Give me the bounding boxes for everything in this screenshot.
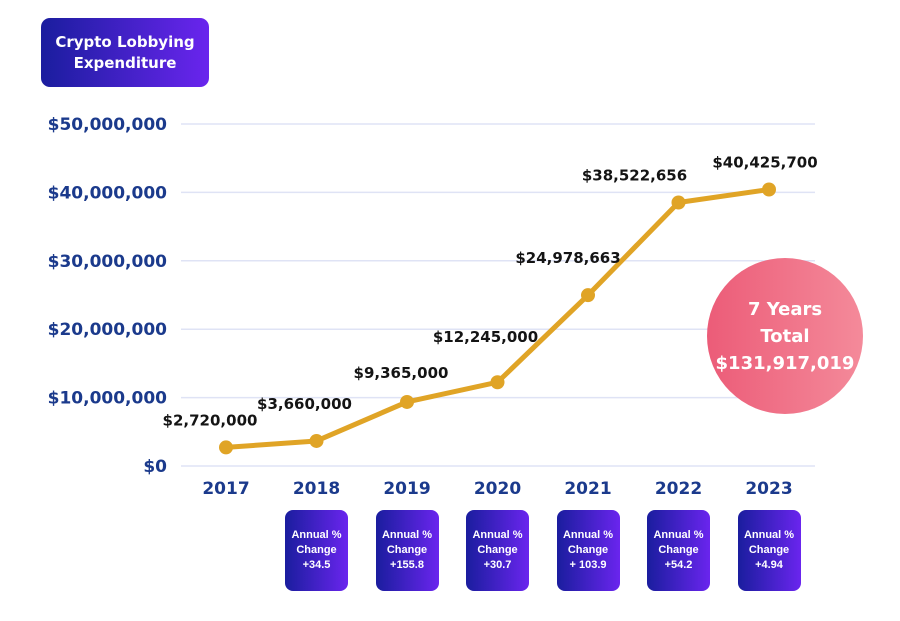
total-line2: Total [760, 325, 810, 347]
data-label: $9,365,000 [354, 364, 449, 382]
x-tick-label: 2018 [293, 479, 340, 499]
data-label: $40,425,700 [712, 153, 817, 171]
annual-change-label: Annual % [743, 529, 795, 541]
data-point [762, 182, 776, 197]
annual-change-label: Change [296, 544, 337, 556]
annual-change-label: Annual % [381, 529, 433, 541]
data-point [581, 288, 595, 303]
y-tick-label: $40,000,000 [48, 183, 168, 203]
annual-change-box: Annual % Change +30.7 [466, 510, 529, 591]
annual-change-value: + 103.9 [569, 559, 607, 571]
annual-change-label: Change [567, 544, 609, 556]
annual-change-box: Annual % Change +4.94 [737, 510, 801, 591]
x-tick-label: 2020 [474, 479, 521, 499]
y-tick-label: $20,000,000 [48, 320, 168, 340]
total-line1: 7 Years [747, 298, 823, 320]
y-tick-label: $30,000,000 [48, 252, 168, 272]
annual-change-label: Annual % [291, 529, 342, 541]
annual-change-label: Change [477, 544, 518, 556]
data-label: $3,660,000 [257, 395, 352, 413]
data-point [219, 440, 233, 455]
annual-change-box: Annual % Change +54.2 [647, 510, 710, 591]
annual-change-value: +4.94 [755, 559, 783, 571]
annual-change-label: Annual % [562, 529, 614, 541]
annual-change-box: Annual % Change +155.8 [375, 510, 439, 591]
annual-change-value: +30.7 [483, 559, 512, 571]
annual-change-value: +54.2 [664, 559, 693, 571]
data-label: $2,720,000 [163, 411, 258, 429]
data-point [309, 433, 324, 448]
data-label: $24,978,663 [515, 249, 620, 267]
chart-title-line2: Expenditure [73, 53, 177, 72]
annual-change-label: Change [748, 544, 790, 556]
chart-title-box: Crypto Lobbying Expenditure [41, 18, 209, 87]
x-tick-label: 2023 [745, 479, 792, 499]
y-tick-label: $0 [143, 457, 167, 477]
y-tick-label: $10,000,000 [48, 389, 168, 409]
x-tick-label: 2022 [655, 479, 702, 499]
annual-change-label: Annual % [472, 529, 523, 541]
y-tick-label: $50,000,000 [48, 115, 168, 135]
annual-change-value: +155.8 [390, 559, 424, 571]
data-point [490, 375, 505, 390]
annual-change-value: +34.5 [302, 559, 331, 571]
data-label: $38,522,656 [582, 167, 687, 185]
total-value: $131,917,019 [715, 352, 855, 374]
data-point [671, 195, 686, 210]
annual-change-box: Annual % Change + 103.9 [556, 510, 620, 591]
data-point [400, 394, 414, 409]
x-tick-label: 2021 [564, 479, 611, 499]
data-label: $12,245,000 [433, 328, 538, 346]
annual-change-box: Annual % Change +34.5 [285, 510, 348, 591]
annual-change-label: Change [658, 544, 699, 556]
total-circle: 7 Years Total $131,917,019 [707, 258, 863, 414]
annual-change-label: Change [386, 544, 428, 556]
chart-title-line1: Crypto Lobbying [55, 32, 195, 51]
annual-change-label: Annual % [653, 529, 704, 541]
x-tick-label: 2017 [202, 479, 249, 499]
x-tick-label: 2019 [383, 479, 430, 499]
